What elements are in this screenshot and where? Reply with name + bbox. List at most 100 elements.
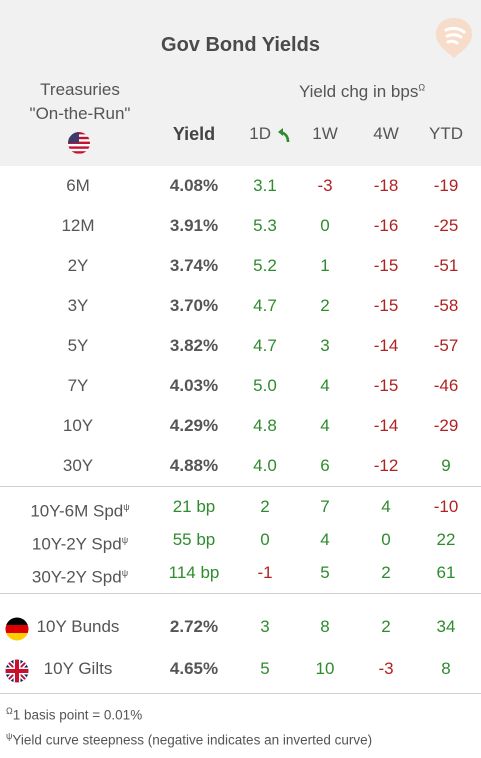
spread-bp: 114 bp	[168, 563, 220, 582]
row-4w: -15	[373, 256, 399, 275]
row-4w: 2	[381, 617, 391, 636]
spread-label-sup: ψ	[123, 502, 130, 512]
spread-1d: 2	[260, 497, 270, 516]
col-header-4w: 4W	[373, 124, 399, 143]
divider	[0, 693, 481, 694]
row-label: 6M	[66, 176, 90, 195]
row-1d: 4.0	[253, 456, 277, 475]
row-4w: -16	[373, 216, 399, 235]
row-label: 10Y	[62, 416, 94, 435]
row-label: 12M	[61, 216, 95, 235]
row-1d: 5.2	[253, 256, 277, 275]
row-label: 2Y	[67, 256, 89, 275]
row-4w: -15	[373, 296, 399, 315]
logo-icon	[436, 18, 472, 58]
spread-row: 10Y-2Y Spdψ 55 bp 0 4 0 22	[0, 524, 481, 556]
spread-1d: 0	[260, 530, 270, 549]
spread-label-sup: ψ	[121, 535, 129, 545]
spread-1w: 4	[320, 530, 330, 549]
row-1w: 0	[320, 216, 330, 235]
col-header-1d: 1D	[240, 124, 300, 144]
spread-label: 30Y-2Y Spdψ	[0, 557, 160, 594]
row-1d: 5.3	[253, 216, 277, 235]
spread-label-text: 10Y-6M Spd	[30, 501, 124, 521]
spread-4w: 2	[381, 563, 391, 582]
row-1w: 8	[320, 617, 330, 636]
row-1d: 5	[260, 659, 270, 678]
row-1w: 1	[320, 256, 330, 275]
treasuries-line2: "On-the-Run"	[29, 104, 131, 123]
col-header-yield: Yield	[172, 124, 216, 144]
row-1w: 3	[320, 336, 330, 355]
row-ytd: -46	[433, 376, 459, 395]
spread-4w: 4	[381, 497, 391, 516]
row-1w: 4	[320, 376, 330, 395]
us-flag-icon	[68, 132, 90, 154]
row-4w: -14	[373, 416, 399, 435]
row-4w: -3	[378, 659, 394, 678]
row-1d: 3.1	[253, 176, 277, 195]
table-row: 7Y 4.03% 5.0 4 -15 -46	[0, 366, 481, 406]
row-yield: 4.65%	[169, 659, 219, 678]
row-yield: 4.29%	[169, 416, 219, 435]
table-row-gilts: 10Y Gilts 4.65% 5 10 -3 8	[0, 649, 481, 689]
spread-4w: 0	[381, 530, 391, 549]
footnote-text: 1 basis point = 0.01%	[12, 707, 143, 723]
row-1w: 2	[320, 296, 330, 315]
row-label: 3Y	[67, 296, 89, 315]
row-ytd: -29	[433, 416, 459, 435]
yield-chg-sup: Ω	[418, 82, 426, 93]
row-yield: 3.74%	[169, 256, 219, 275]
row-ytd: -58	[433, 296, 459, 315]
row-ytd: 8	[441, 659, 451, 678]
footnote-sup: Ω	[6, 706, 13, 716]
spread-1w: 7	[320, 497, 330, 516]
spread-ytd: 61	[436, 563, 456, 582]
row-1d: 4.8	[253, 416, 277, 435]
row-yield: 4.88%	[169, 456, 219, 475]
row-1w: -3	[317, 176, 333, 195]
yield-chg-label: Yield chg in bpsΩ	[262, 82, 462, 102]
spread-ytd: -10	[433, 497, 459, 516]
spread-bp: 55 bp	[172, 530, 216, 549]
row-ytd: 34	[436, 617, 456, 636]
spread-1d: -1	[257, 563, 273, 582]
row-1d: 4.7	[253, 296, 277, 315]
divider	[0, 593, 481, 594]
spread-label: 10Y-2Y Spdψ	[0, 524, 160, 561]
spread-row: 10Y-6M Spdψ 21 bp 2 7 4 -10	[0, 491, 481, 523]
row-label: 10Y Bunds	[36, 617, 120, 636]
page-title: Gov Bond Yields	[161, 34, 320, 56]
footnote-sup: ψ	[6, 731, 13, 741]
col-header-ytd: YTD	[429, 124, 463, 143]
col-header-1d-label: 1D	[249, 124, 271, 143]
footnote-steepness: ψYield curve steepness (negative indicat…	[6, 731, 372, 748]
germany-flag-icon	[5, 617, 29, 641]
row-ytd: -25	[433, 216, 459, 235]
yield-chg-text: Yield chg in bps	[298, 82, 419, 101]
trend-arrow-icon	[277, 127, 290, 142]
footnote-basis-point: Ω1 basis point = 0.01%	[6, 706, 142, 723]
row-ytd: 9	[441, 456, 451, 475]
row-1d: 4.7	[253, 336, 277, 355]
spread-1w: 5	[320, 563, 330, 582]
row-label: 10Y Gilts	[43, 659, 113, 678]
treasuries-line1: Treasuries	[40, 80, 120, 99]
divider	[0, 486, 481, 487]
table-row: 12M 3.91% 5.3 0 -16 -25	[0, 206, 481, 246]
row-4w: -14	[373, 336, 399, 355]
row-4w: -18	[373, 176, 399, 195]
spread-bp: 21 bp	[172, 497, 216, 516]
row-1w: 10	[315, 659, 335, 678]
row-1d: 5.0	[253, 376, 277, 395]
table-row: 2Y 3.74% 5.2 1 -15 -51	[0, 246, 481, 286]
row-yield: 3.70%	[169, 296, 219, 315]
row-ytd: -19	[433, 176, 459, 195]
row-label: 7Y	[67, 376, 89, 395]
table-row-bunds: 10Y Bunds 2.72% 3 8 2 34	[0, 607, 481, 647]
spread-label: 10Y-6M Spdψ	[0, 491, 160, 528]
row-1w: 4	[320, 416, 330, 435]
spread-label-sup: ψ	[121, 568, 129, 578]
row-ytd: -57	[433, 336, 459, 355]
row-yield: 4.03%	[169, 376, 219, 395]
